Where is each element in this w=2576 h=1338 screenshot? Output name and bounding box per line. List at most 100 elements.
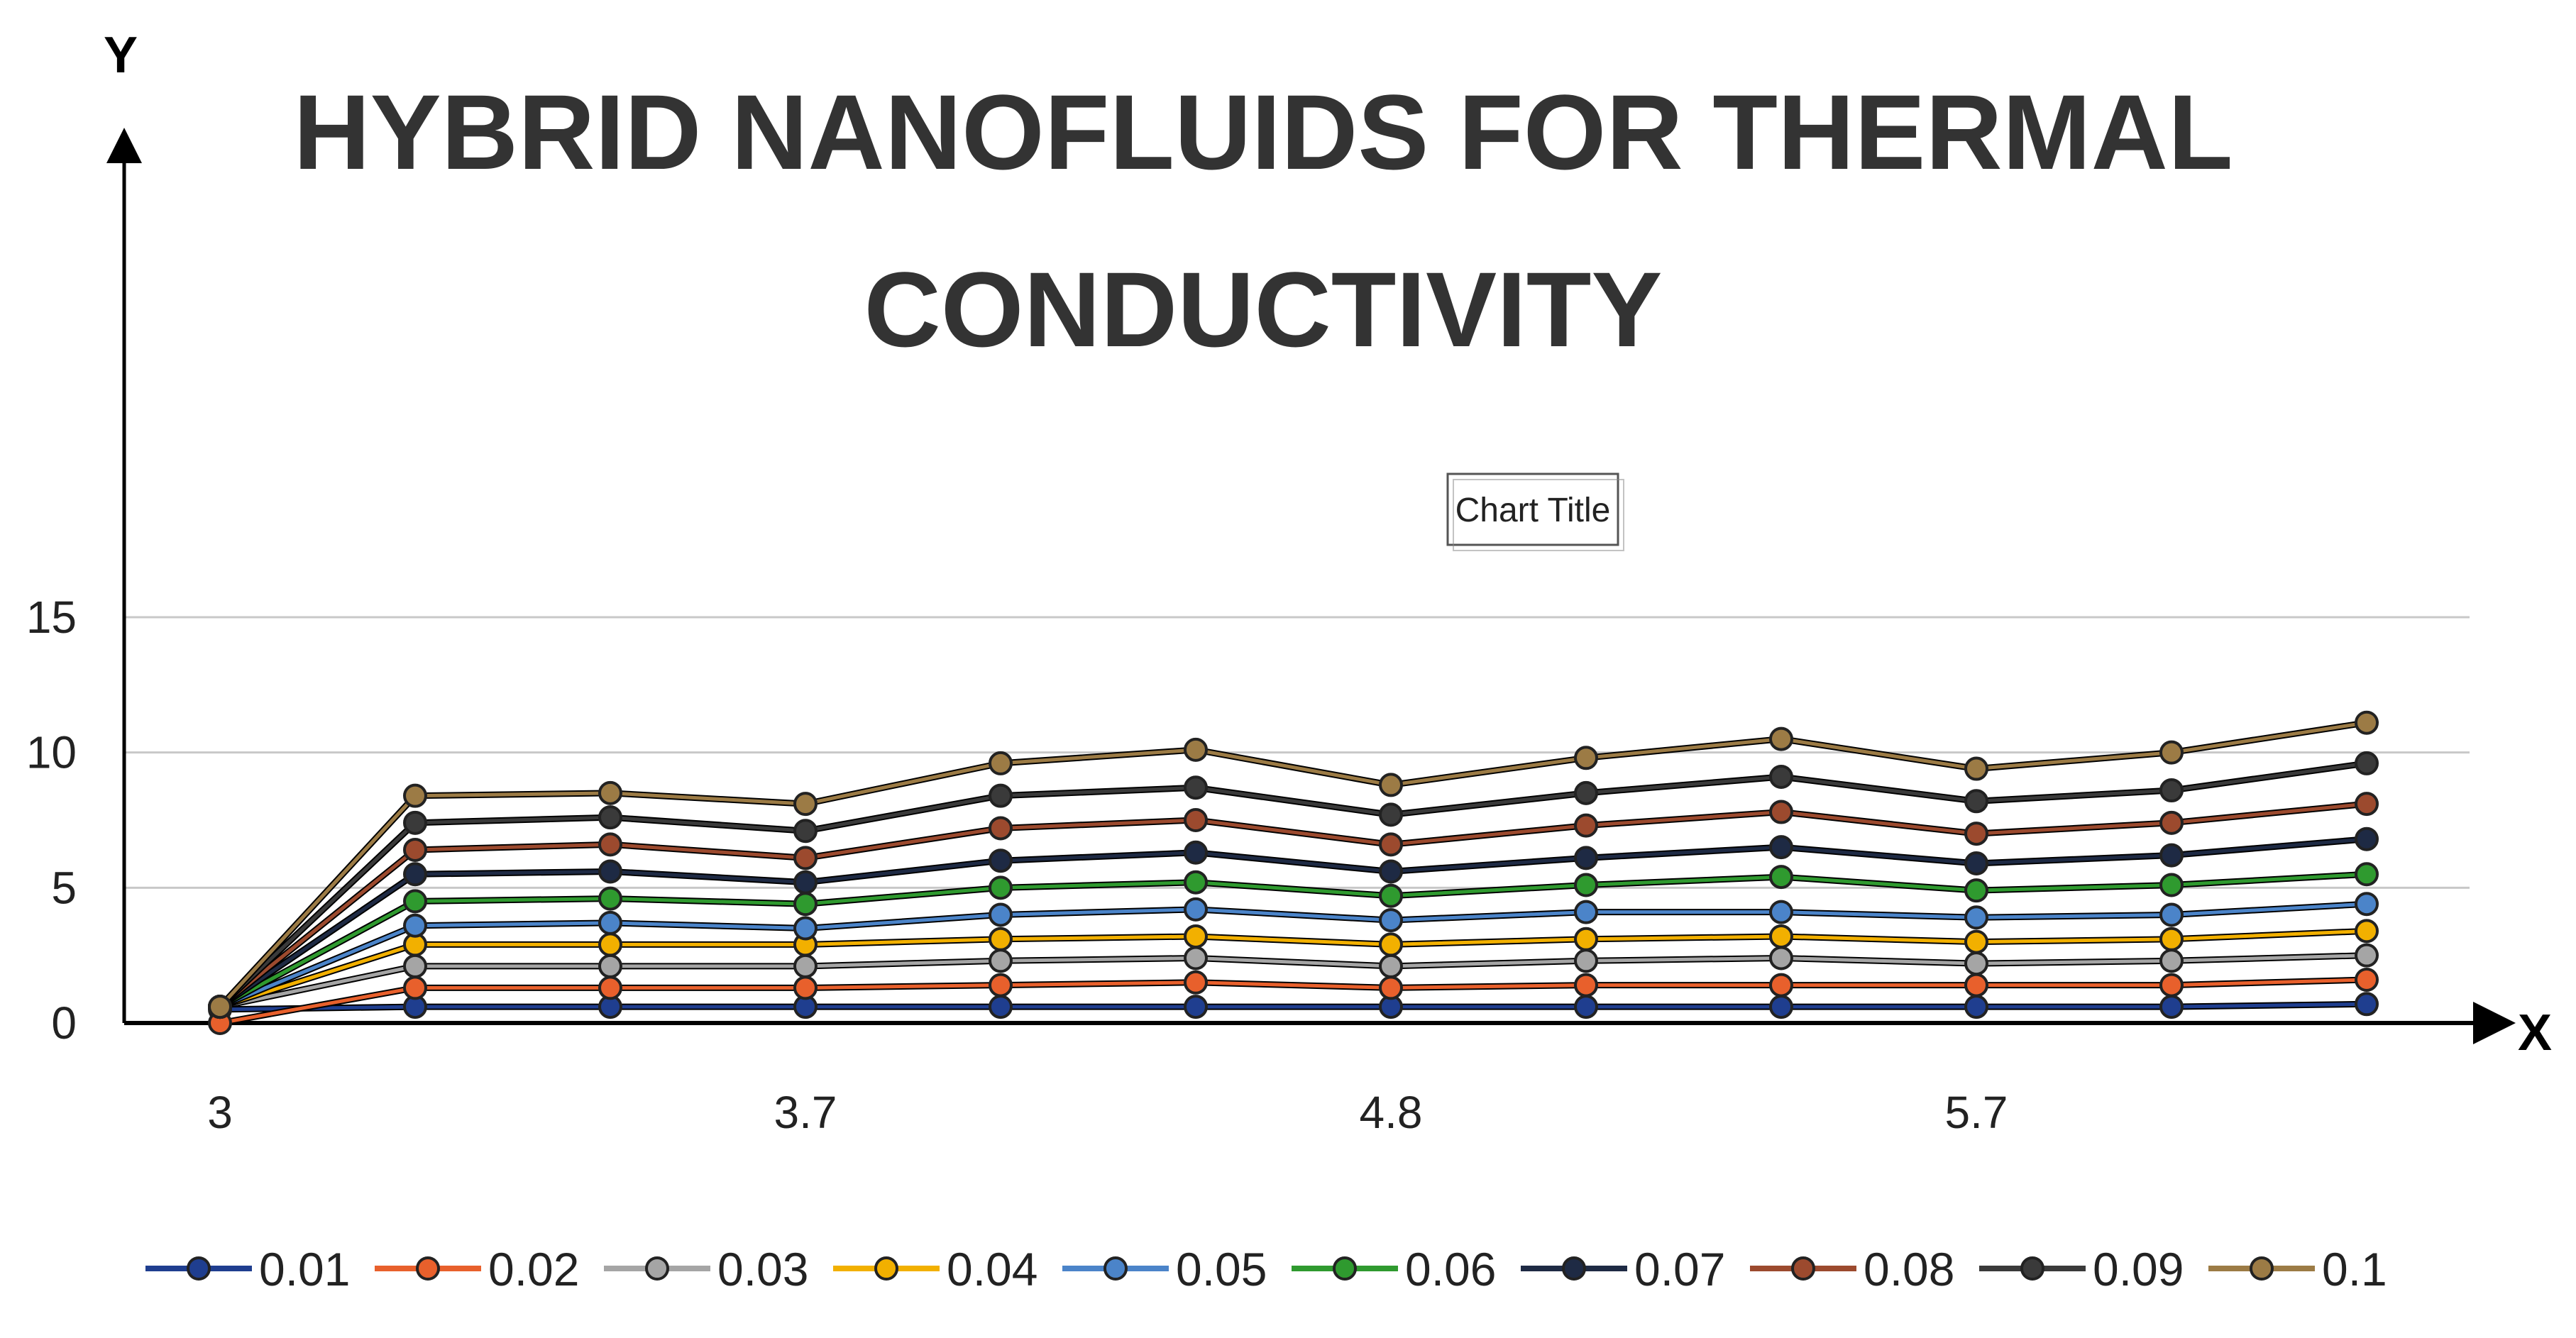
data-point <box>2159 810 2184 835</box>
data-point <box>1964 789 1988 814</box>
x-axis-label: X <box>2518 1005 2552 1061</box>
data-point <box>989 995 1013 1019</box>
data-point <box>1769 835 1793 860</box>
data-point <box>793 846 818 870</box>
data-point <box>1964 929 1988 954</box>
data-point <box>1379 802 1403 827</box>
data-point <box>1574 846 1598 870</box>
floating-chart-title-box[interactable]: Chart Title <box>1446 472 1624 551</box>
data-point <box>1379 908 1403 933</box>
data-point <box>1184 775 1208 800</box>
floating-chart-title-label: Chart Title <box>1455 492 1611 529</box>
data-point <box>1769 726 1793 751</box>
data-point <box>2159 949 2184 973</box>
data-point <box>2159 873 2184 897</box>
data-point <box>2159 740 2184 765</box>
data-point <box>1379 859 1403 884</box>
data-point <box>1184 870 1208 895</box>
data-point <box>1184 924 1208 949</box>
data-point <box>1769 764 1793 789</box>
data-point <box>2355 862 2379 887</box>
data-point <box>1964 878 1988 903</box>
y-tick-label: 5 <box>51 862 77 913</box>
legend-marker <box>1103 1256 1128 1281</box>
y-axis-label: Y <box>104 27 138 84</box>
legend-item-0.01: 0.01 <box>145 1243 350 1295</box>
legend-marker <box>1333 1256 1357 1281</box>
series-line-outline <box>219 900 2367 1010</box>
data-point <box>598 832 622 857</box>
data-point <box>1964 756 1988 781</box>
legend-marker <box>645 1256 669 1281</box>
series-line <box>219 802 2367 1009</box>
legend-item-0.07: 0.07 <box>1521 1243 1725 1295</box>
chart-title-line-2: CONDUCTIVITY <box>864 250 1663 369</box>
series-0.09 <box>208 751 2379 1019</box>
legend-label: 0.08 <box>1864 1243 1954 1295</box>
data-point <box>2159 927 2184 951</box>
data-point <box>793 916 818 941</box>
data-point <box>403 837 427 862</box>
data-point <box>403 953 427 978</box>
data-point <box>598 886 622 911</box>
data-point <box>1574 813 1598 838</box>
legend-label: 0.09 <box>2093 1243 2184 1295</box>
data-point <box>2159 902 2184 927</box>
legend-label: 0.05 <box>1176 1243 1267 1295</box>
series-line <box>219 902 2367 1009</box>
data-point <box>2355 892 2379 917</box>
legend-marker <box>2250 1256 2274 1281</box>
data-point <box>1769 946 1793 971</box>
x-tick-label: 4.8 <box>1360 1087 1423 1138</box>
series-0.05 <box>208 892 2379 1019</box>
data-point <box>989 902 1013 927</box>
data-point <box>1184 995 1208 1019</box>
data-point <box>1574 927 1598 951</box>
data-point <box>1769 800 1793 824</box>
data-point <box>989 973 1013 997</box>
data-point <box>598 780 622 805</box>
data-point <box>2159 843 2184 868</box>
data-point <box>1574 900 1598 924</box>
data-point <box>989 848 1013 873</box>
legend-marker <box>874 1256 898 1281</box>
data-point <box>1184 970 1208 995</box>
legend-item-0.08: 0.08 <box>1750 1243 1954 1295</box>
data-point <box>793 975 818 1000</box>
legend-item-0.1: 0.1 <box>2208 1243 2387 1295</box>
legend-label: 0.03 <box>717 1243 808 1295</box>
data-point <box>793 792 818 817</box>
data-point <box>1574 995 1598 1019</box>
legend-item-0.05: 0.05 <box>1062 1243 1267 1295</box>
data-point <box>793 953 818 978</box>
series-0.04 <box>208 919 2379 1019</box>
data-point <box>598 953 622 978</box>
data-point <box>793 892 818 917</box>
data-point <box>2355 751 2379 775</box>
chart-title-line-1: HYBRID NANOFLUIDS FOR THERMAL <box>293 72 2233 192</box>
data-point <box>1769 865 1793 890</box>
data-point <box>1769 924 1793 949</box>
data-point <box>403 862 427 887</box>
data-point <box>1964 973 1988 997</box>
data-point <box>793 870 818 895</box>
legend-marker <box>2020 1256 2044 1281</box>
data-point <box>1379 953 1403 978</box>
series-0.1 <box>208 710 2379 1019</box>
data-point <box>403 975 427 1000</box>
data-point <box>1184 808 1208 832</box>
data-point <box>598 859 622 884</box>
data-point <box>989 949 1013 973</box>
data-point <box>1379 832 1403 857</box>
data-point <box>1769 973 1793 997</box>
legend-item-0.04: 0.04 <box>833 1243 1037 1295</box>
data-point <box>2355 967 2379 992</box>
legend-marker <box>187 1256 211 1281</box>
data-point <box>1964 822 1988 846</box>
data-point <box>1379 883 1403 908</box>
series-line <box>219 721 2367 1008</box>
y-tick-label: 0 <box>51 997 77 1049</box>
series-0.07 <box>208 826 2379 1019</box>
